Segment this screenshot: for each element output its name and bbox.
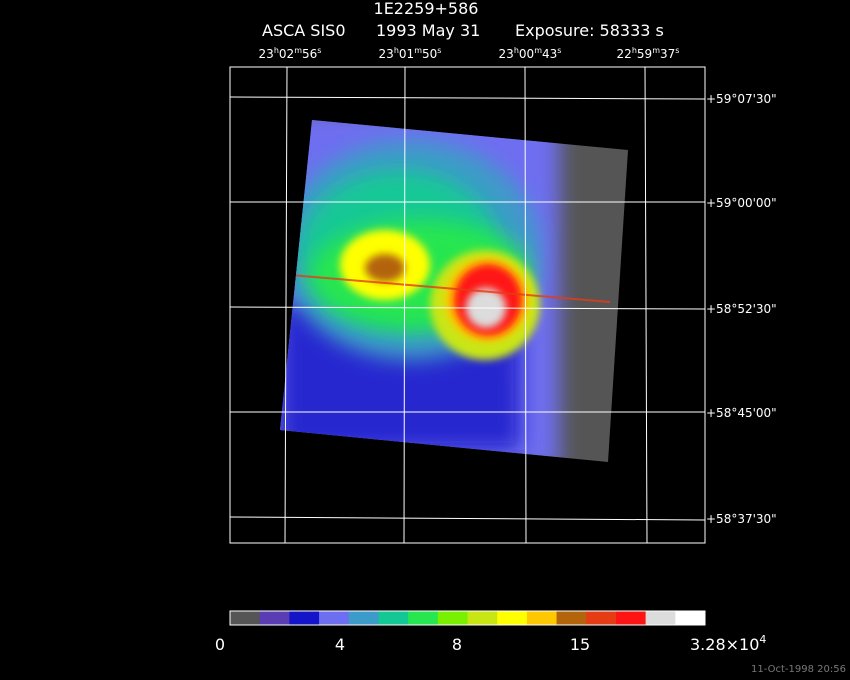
ra-value: 50 [422,47,437,61]
ra-value: 00 [519,47,534,61]
colorbar-segment [437,611,468,625]
dec-label: +58°52'30" [706,302,777,316]
ra-value: 59 [637,47,652,61]
colorbar-segment [319,611,350,625]
colorbar-label: 15 [570,635,590,654]
colorbar-segment [645,611,676,625]
ra-value: 22 [617,47,632,61]
colorbar-label: 8 [452,635,462,654]
ra-unit: h [514,46,519,55]
ra-unit: s [675,46,679,55]
ra-unit: h [632,46,637,55]
ra-label: 23h00m43s [499,46,562,61]
ra-unit: s [437,46,441,55]
ra-unit: m [534,46,542,55]
colorbar-frame [229,610,706,626]
ra-value: 01 [399,47,414,61]
ra-unit: m [294,46,302,55]
ra-unit: s [557,46,561,55]
colorbar-segment [259,611,290,625]
dec-label: +59°00'00" [706,196,777,210]
ra-unit: h [274,46,279,55]
colorbar-segment [586,611,617,625]
colorbar-segment [378,611,409,625]
colorbar-segment [230,611,261,625]
ra-unit: m [652,46,660,55]
ra-value: 23 [379,47,394,61]
colorbar-segment [615,611,647,625]
ra-value: 56 [302,47,317,61]
colorbar-segment [467,611,498,625]
colorbar-segment [675,611,706,625]
ra-unit: s [317,46,321,55]
colorbar-max-label: 3.28×104 [690,633,766,654]
colorbar-label: 0 [215,635,225,654]
date: 1993 May 31 [376,21,480,40]
sky-image [280,120,628,462]
dec-label: +58°37'30" [706,512,777,526]
colorbar-segment [556,611,587,625]
coordinate-grid [229,66,706,544]
colorbar-segment [497,611,528,625]
colorbar-segment [348,611,379,625]
exponent: 4 [759,633,766,646]
ra-unit: h [394,46,399,55]
title: 1E2259+586 [374,0,479,18]
mantissa: 3.28×10 [690,635,759,654]
ra-value: 02 [279,47,294,61]
colorbar-segment [526,611,558,625]
ra-label: 23h02m56s [259,46,322,61]
exposure: Exposure: 58333 s [515,21,664,40]
colorbar-segment [408,611,439,625]
dec-label: +58°45'00" [706,406,777,420]
colorbar-segment [289,611,320,625]
timestamp: 11-Oct-1998 20:56 [751,664,846,675]
ra-label: 22h59m37s [617,46,680,61]
ra-label: 23h01m50s [379,46,442,61]
dec-label: +59°07'30" [706,92,777,106]
ra-value: 23 [259,47,274,61]
ra-value: 23 [499,47,514,61]
instrument: ASCA SIS0 [262,21,346,40]
ra-unit: m [414,46,422,55]
ra-value: 37 [660,47,675,61]
colorbar-label: 4 [335,635,345,654]
ra-value: 43 [542,47,557,61]
